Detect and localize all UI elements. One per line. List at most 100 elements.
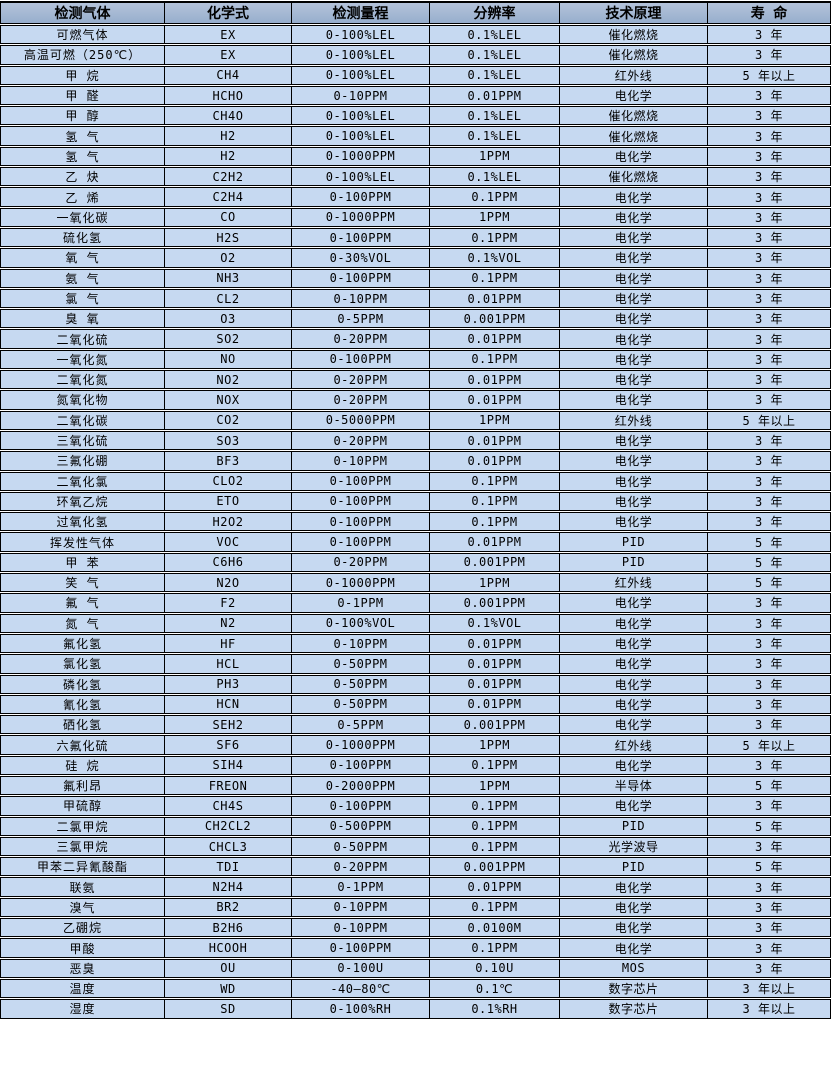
cell-lifespan: 3 年以上: [708, 978, 831, 999]
cell-range: 0-1000PPM: [292, 573, 430, 593]
cell-lifespan: 3 年: [708, 309, 831, 329]
cell-lifespan: 3 年: [708, 25, 831, 45]
cell-gas: 乙 炔: [0, 167, 165, 187]
cell-formula: SEH2: [165, 715, 292, 735]
cell-gas: 甲硫醇: [0, 796, 165, 816]
cell-principle: 电化学: [560, 593, 708, 613]
cell-resolution: 0.1%RH: [430, 999, 560, 1019]
cell-principle: 电化学: [560, 187, 708, 207]
cell-range: 0-20PPM: [292, 552, 430, 573]
cell-principle: 电化学: [560, 451, 708, 471]
cell-gas: 乙硼烷: [0, 918, 165, 938]
cell-lifespan: 3 年: [708, 613, 831, 633]
cell-range: 0-5000PPM: [292, 410, 430, 430]
cell-formula: B2H6: [165, 918, 292, 938]
cell-principle: 红外线: [560, 65, 708, 85]
cell-gas: 二氧化硫: [0, 329, 165, 349]
cell-range: 0-50PPM: [292, 654, 430, 674]
cell-resolution: 0.001PPM: [430, 857, 560, 877]
cell-principle: 电化学: [560, 248, 708, 268]
cell-principle: 电化学: [560, 471, 708, 491]
cell-formula: O2: [165, 248, 292, 268]
cell-gas: 湿度: [0, 999, 165, 1019]
table-row: 六氟化硫 SF6 0-1000PPM 1PPM 红外线 5 年以上: [0, 735, 831, 755]
cell-principle: PID: [560, 552, 708, 573]
cell-gas: 氟 气: [0, 593, 165, 613]
cell-gas: 二氯甲烷: [0, 816, 165, 836]
cell-range: 0-100PPM: [292, 227, 430, 248]
cell-range: 0-100PPM: [292, 491, 430, 512]
cell-gas: 氰化氢: [0, 694, 165, 715]
table-row: 溴气 BR2 0-10PPM 0.1PPM 电化学 3 年: [0, 897, 831, 918]
cell-gas: 氟化氢: [0, 633, 165, 654]
cell-principle: 电化学: [560, 268, 708, 288]
cell-range: 0-100PPM: [292, 796, 430, 816]
cell-principle: 催化燃烧: [560, 126, 708, 146]
table-row: 三氟化硼 BF3 0-10PPM 0.01PPM 电化学 3 年: [0, 451, 831, 471]
cell-gas: 环氧乙烷: [0, 491, 165, 512]
cell-lifespan: 5 年: [708, 816, 831, 836]
cell-resolution: 0.1PPM: [430, 938, 560, 958]
cell-range: 0-500PPM: [292, 816, 430, 836]
cell-range: 0-5PPM: [292, 309, 430, 329]
cell-formula: CO2: [165, 410, 292, 430]
cell-resolution: 0.01PPM: [430, 390, 560, 410]
cell-resolution: 0.001PPM: [430, 552, 560, 573]
cell-principle: 电化学: [560, 633, 708, 654]
cell-gas: 氮氧化物: [0, 390, 165, 410]
cell-range: 0-50PPM: [292, 694, 430, 715]
cell-principle: 电化学: [560, 613, 708, 633]
cell-range: 0-10PPM: [292, 85, 430, 106]
table-row: 磷化氢 PH3 0-50PPM 0.01PPM 电化学 3 年: [0, 674, 831, 694]
table-row: 三氯甲烷 CHCL3 0-50PPM 0.1PPM 光学波导 3 年: [0, 836, 831, 857]
table-row: 乙 烯 C2H4 0-100PPM 0.1PPM 电化学 3 年: [0, 187, 831, 207]
cell-resolution: 0.01PPM: [430, 532, 560, 552]
cell-gas: 二氧化碳: [0, 410, 165, 430]
cell-gas: 三氟化硼: [0, 451, 165, 471]
cell-principle: 电化学: [560, 654, 708, 674]
cell-principle: 电化学: [560, 897, 708, 918]
cell-resolution: 0.01PPM: [430, 877, 560, 897]
cell-lifespan: 3 年: [708, 187, 831, 207]
cell-resolution: 0.1%LEL: [430, 45, 560, 65]
cell-range: 0-20PPM: [292, 390, 430, 410]
cell-formula: H2: [165, 126, 292, 146]
cell-resolution: 0.001PPM: [430, 715, 560, 735]
cell-range: 0-20PPM: [292, 430, 430, 451]
cell-principle: 电化学: [560, 694, 708, 715]
cell-lifespan: 3 年: [708, 329, 831, 349]
cell-gas: 磷化氢: [0, 674, 165, 694]
cell-formula: ETO: [165, 491, 292, 512]
cell-lifespan: 3 年: [708, 918, 831, 938]
cell-principle: 催化燃烧: [560, 25, 708, 45]
cell-gas: 二氧化氮: [0, 370, 165, 390]
cell-gas: 氯化氢: [0, 654, 165, 674]
cell-lifespan: 3 年: [708, 85, 831, 106]
cell-resolution: 0.01PPM: [430, 633, 560, 654]
cell-resolution: 0.01PPM: [430, 85, 560, 106]
cell-principle: 电化学: [560, 715, 708, 735]
table-row: 恶臭 OU 0-100U 0.10U MOS 3 年: [0, 958, 831, 978]
cell-lifespan: 3 年: [708, 958, 831, 978]
cell-formula: CHCL3: [165, 836, 292, 857]
cell-lifespan: 5 年: [708, 775, 831, 796]
cell-range: 0-20PPM: [292, 329, 430, 349]
cell-formula: BR2: [165, 897, 292, 918]
table-row: 氯化氢 HCL 0-50PPM 0.01PPM 电化学 3 年: [0, 654, 831, 674]
cell-resolution: 0.01PPM: [430, 430, 560, 451]
cell-lifespan: 5 年: [708, 573, 831, 593]
cell-principle: MOS: [560, 958, 708, 978]
cell-formula: BF3: [165, 451, 292, 471]
cell-range: 0-20PPM: [292, 370, 430, 390]
cell-gas: 一氧化碳: [0, 207, 165, 227]
column-header-formula: 化学式: [165, 1, 292, 24]
cell-principle: 电化学: [560, 207, 708, 227]
cell-gas: 二氧化氯: [0, 471, 165, 491]
cell-formula: FREON: [165, 775, 292, 796]
cell-lifespan: 5 年以上: [708, 735, 831, 755]
table-row: 甲酸 HCOOH 0-100PPM 0.1PPM 电化学 3 年: [0, 938, 831, 958]
cell-lifespan: 3 年: [708, 451, 831, 471]
cell-lifespan: 3 年: [708, 207, 831, 227]
cell-lifespan: 3 年: [708, 654, 831, 674]
cell-principle: 电化学: [560, 938, 708, 958]
